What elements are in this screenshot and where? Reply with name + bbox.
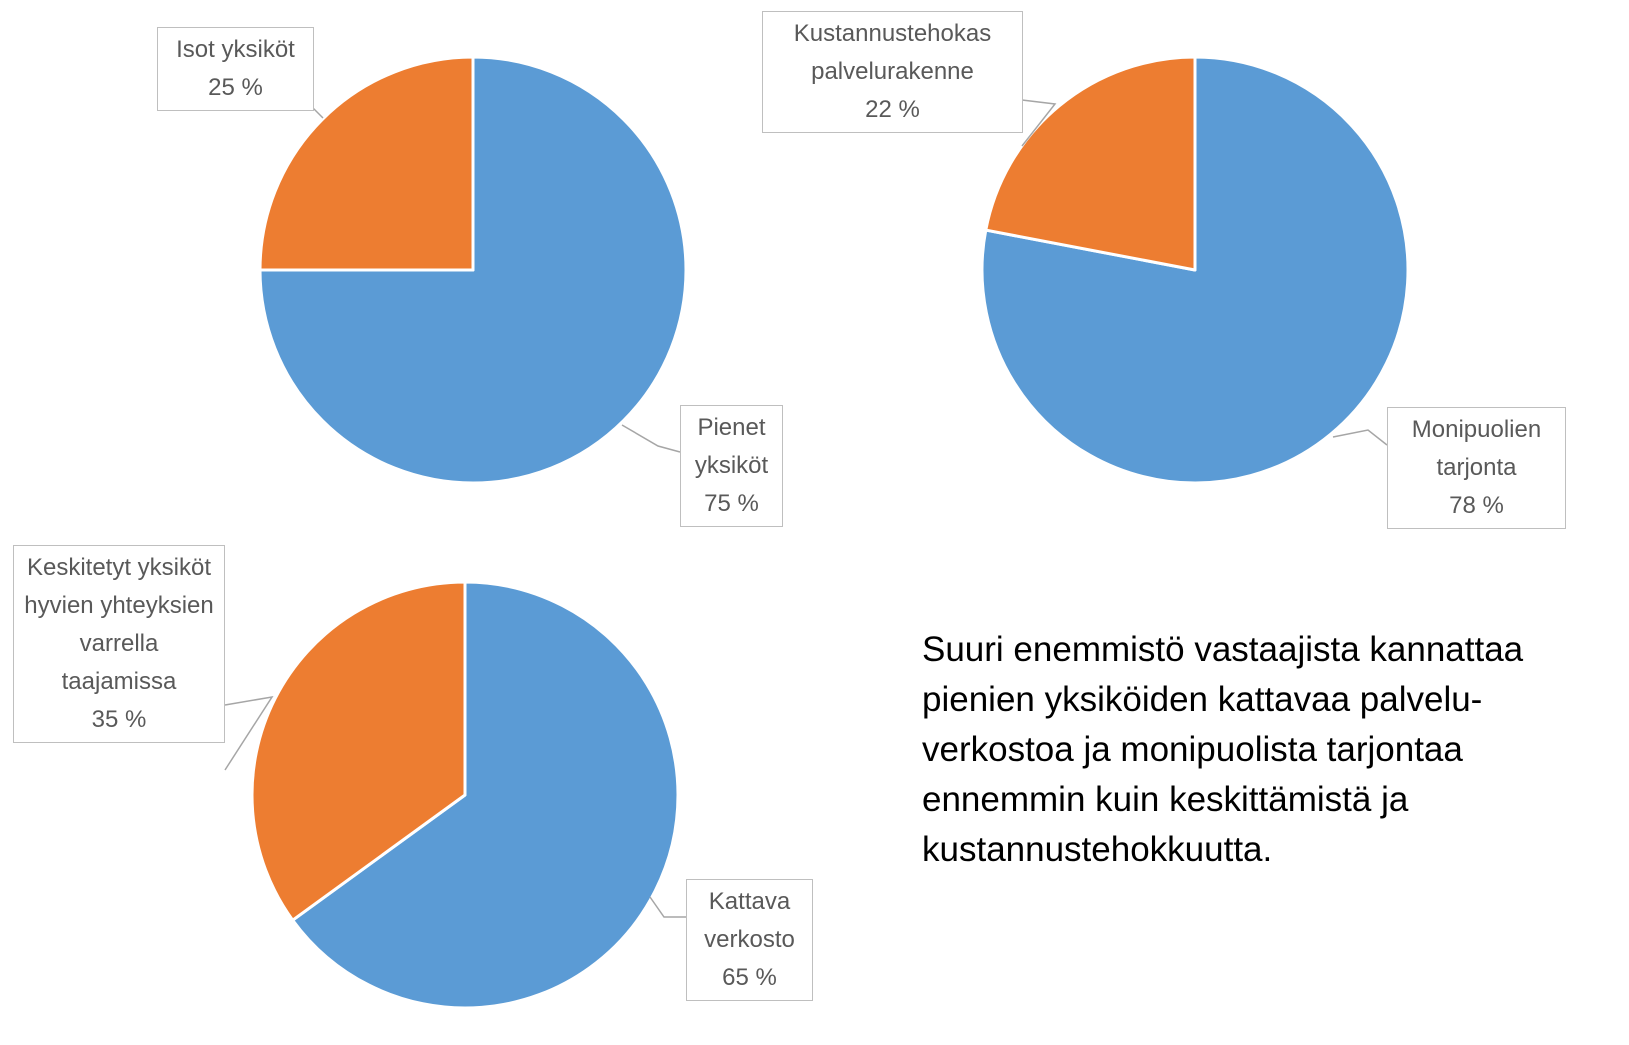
note-line: kustannustehokkuutta. (922, 830, 1273, 869)
value-label: 22 % (865, 96, 920, 123)
leader-line (1021, 99, 1057, 147)
data-label: Monipuolien tarjonta 78 % (1387, 407, 1566, 529)
value-label: 78 % (1449, 492, 1504, 519)
data-label: Isot yksiköt 25 % (157, 27, 314, 111)
note: Suuri enemmistö vastaajista kannattaa pie… (922, 625, 1523, 875)
pie-slice (258, 55, 475, 272)
value-label: 25 % (208, 74, 263, 101)
note-line: pienien yksiköiden kattavaa palvelu- (922, 680, 1483, 719)
pie-slice (250, 580, 467, 922)
leader-line (312, 107, 324, 119)
category-label: Isot yksiköt (176, 36, 295, 63)
value-label: 35 % (91, 706, 147, 733)
category-label: Keskitetyt yksiköt hyvien yhteyksien var… (24, 554, 214, 695)
pie-slice (291, 580, 680, 1010)
leader-line (621, 424, 681, 453)
category-label: Kustannustehokas palvelurakenne (793, 20, 992, 85)
value-label: 65 % (722, 964, 777, 991)
pie-slice (258, 55, 688, 485)
category-label: Kattava verkosto (704, 888, 795, 953)
leader-line (224, 695, 274, 771)
pie-slice (984, 55, 1197, 272)
category-label: Pienet yksiköt (694, 414, 769, 479)
category-label: Monipuolien tarjonta (1411, 416, 1542, 481)
leader-line (1332, 429, 1388, 446)
value-label: 75 % (704, 490, 759, 517)
note-line: Suuri enemmistö vastaajista kannattaa (922, 630, 1524, 669)
data-label: Kustannustehokas palvelurakenne 22 % (762, 11, 1023, 133)
data-label: Keskitetyt yksiköt hyvien yhteyksien var… (13, 545, 225, 743)
data-label: Pienet yksiköt 75 % (680, 405, 783, 527)
data-label: Kattava verkosto 65 % (686, 879, 813, 1001)
leader-line (649, 896, 686, 918)
note-line: ennemmin kuin keskittämistä ja (922, 780, 1409, 819)
note-line: verkostoa ja monipuolista tarjontaa (922, 730, 1463, 769)
